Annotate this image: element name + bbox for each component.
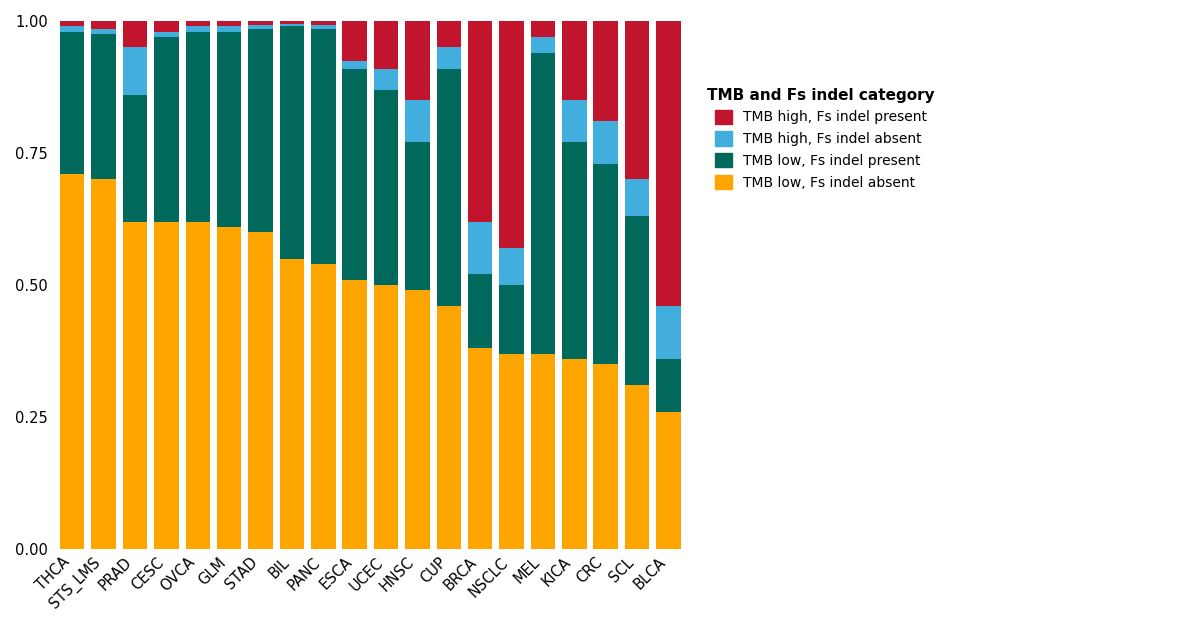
Bar [562, 21, 587, 100]
Bar [530, 37, 556, 53]
Bar [186, 21, 210, 26]
Bar [625, 216, 649, 386]
Bar [373, 285, 398, 549]
Bar [468, 222, 492, 275]
Bar [311, 21, 336, 24]
Bar [280, 24, 304, 26]
Bar [60, 21, 84, 26]
Bar [122, 48, 148, 95]
Bar [437, 306, 461, 549]
Bar [562, 142, 587, 359]
Bar [60, 174, 84, 549]
Bar [217, 26, 241, 31]
Bar [91, 21, 116, 29]
Bar [594, 164, 618, 364]
Bar [154, 31, 179, 37]
Bar [656, 306, 680, 359]
Bar [154, 222, 179, 549]
Bar [625, 386, 649, 549]
Bar [373, 21, 398, 68]
Bar [499, 248, 523, 285]
Bar [468, 21, 492, 222]
Bar [373, 90, 398, 285]
Bar [217, 227, 241, 549]
Bar [91, 34, 116, 179]
Bar [499, 285, 523, 354]
Bar [437, 68, 461, 306]
Bar [217, 21, 241, 26]
Bar [656, 21, 680, 306]
Bar [499, 354, 523, 549]
Bar [91, 29, 116, 34]
Bar [186, 222, 210, 549]
Bar [406, 142, 430, 290]
Bar [406, 100, 430, 142]
Bar [60, 26, 84, 31]
Bar [342, 280, 367, 549]
Bar [280, 21, 304, 24]
Bar [122, 95, 148, 222]
Bar [154, 37, 179, 222]
Bar [625, 179, 649, 216]
Bar [468, 349, 492, 549]
Bar [562, 100, 587, 142]
Bar [499, 21, 523, 248]
Bar [280, 26, 304, 258]
Bar [656, 359, 680, 412]
Bar [342, 61, 367, 68]
Bar [530, 53, 556, 354]
Bar [594, 122, 618, 164]
Bar [311, 24, 336, 29]
Bar [562, 359, 587, 549]
Bar [311, 264, 336, 549]
Bar [437, 21, 461, 48]
Bar [217, 31, 241, 227]
Bar [311, 29, 336, 264]
Bar [186, 31, 210, 222]
Bar [342, 21, 367, 61]
Bar [437, 48, 461, 68]
Bar [60, 31, 84, 174]
Bar [406, 290, 430, 549]
Bar [342, 68, 367, 280]
Bar [468, 275, 492, 349]
Bar [122, 21, 148, 48]
Bar [248, 232, 272, 549]
Legend: TMB high, Fs indel present, TMB high, Fs indel absent, TMB low, Fs indel present: TMB high, Fs indel present, TMB high, Fs… [701, 81, 942, 197]
Bar [625, 21, 649, 179]
Bar [122, 222, 148, 549]
Bar [154, 21, 179, 31]
Bar [248, 21, 272, 24]
Bar [656, 412, 680, 549]
Bar [406, 21, 430, 100]
Bar [594, 21, 618, 122]
Bar [248, 29, 272, 232]
Bar [280, 258, 304, 549]
Bar [248, 24, 272, 29]
Bar [530, 354, 556, 549]
Bar [91, 179, 116, 549]
Bar [373, 68, 398, 90]
Bar [186, 26, 210, 31]
Bar [530, 21, 556, 37]
Bar [594, 364, 618, 549]
